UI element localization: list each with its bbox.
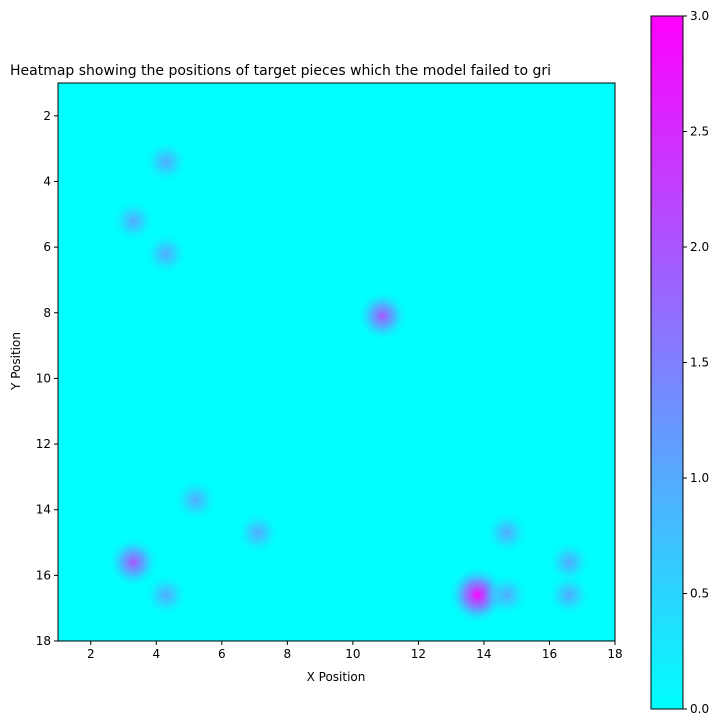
y-tick-label: 10	[36, 371, 51, 385]
x-axis-label: X Position	[307, 670, 366, 684]
colorbar-tick-label: 2.5	[690, 125, 709, 139]
y-axis-label: Y Position	[9, 332, 23, 391]
plot-area	[57, 82, 616, 642]
x-tick-label: 18	[607, 647, 622, 661]
colorbar-tick-label: 1.5	[690, 356, 709, 370]
heatmap-hotspot	[144, 231, 189, 276]
x-tick-label: 14	[476, 647, 491, 661]
x-tick-label: 6	[218, 647, 226, 661]
x-tick-label: 16	[542, 647, 557, 661]
heatmap-hotspot	[356, 290, 409, 342]
x-axis: 2 4 6 8 10 12 14 16 18	[87, 641, 623, 661]
heatmap-hotspot	[144, 573, 189, 617]
y-tick-label: 2	[43, 109, 51, 123]
colorbar: 0.0 0.5 1.0 1.5 2.0 2.5 3.0	[650, 9, 709, 716]
x-tick-label: 2	[87, 647, 95, 661]
colorbar-gradient	[650, 15, 684, 710]
y-tick-label: 14	[36, 503, 51, 517]
heatmap-hotspot	[547, 573, 592, 617]
heatmap-hotspot	[547, 540, 592, 585]
x-tick-label: 12	[411, 647, 426, 661]
y-tick-label: 16	[36, 568, 51, 582]
y-tick-label: 6	[43, 240, 51, 254]
plot-frame	[57, 82, 616, 642]
y-tick-label: 8	[43, 306, 51, 320]
colorbar-tick-label: 0.5	[690, 587, 709, 601]
y-tick-label: 4	[43, 174, 51, 188]
colorbar-tick-label: 3.0	[690, 9, 709, 23]
heatmap-hotspot	[484, 573, 529, 617]
y-axis: 2 4 6 8 10 12 14 16 18	[36, 109, 58, 648]
chart-title: Heatmap showing the positions of target …	[10, 63, 551, 79]
y-tick-label: 18	[36, 634, 51, 648]
heatmap-hotspot	[173, 477, 218, 522]
heatmap-hotspot	[111, 198, 156, 243]
heatmap-hotspot	[484, 510, 529, 555]
x-tick-label: 10	[345, 647, 360, 661]
heatmap-hotspot	[235, 510, 280, 555]
colorbar-tick-label: 2.0	[690, 240, 709, 254]
x-tick-label: 8	[284, 647, 292, 661]
colorbar-tick-label: 1.0	[690, 471, 709, 485]
x-tick-label: 4	[152, 647, 160, 661]
heatmap-hotspot	[144, 139, 189, 184]
heatmap-hotspot	[107, 536, 160, 589]
colorbar-tick-label: 0.0	[690, 702, 709, 716]
y-tick-label: 12	[36, 437, 51, 451]
